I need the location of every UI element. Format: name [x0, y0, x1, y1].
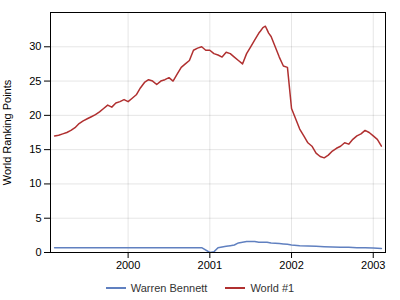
svg-text:2001: 2001 [198, 259, 222, 271]
svg-text:0: 0 [35, 246, 41, 258]
svg-text:2003: 2003 [361, 259, 385, 271]
svg-text:5: 5 [35, 212, 41, 224]
html-text:Warren Bennett: Warren Bennett [130, 282, 208, 294]
svg-text:10: 10 [29, 177, 41, 189]
svg-text:25: 25 [29, 75, 41, 87]
html-text:World #1: World #1 [250, 282, 295, 294]
svg-text:15: 15 [29, 143, 41, 155]
svg-text:30: 30 [29, 40, 41, 52]
svg-text:20: 20 [29, 109, 41, 121]
svg-text:World Ranking Points: World Ranking Points [1, 79, 13, 185]
svg-text:2000: 2000 [116, 259, 140, 271]
svg-text:2002: 2002 [279, 259, 303, 271]
